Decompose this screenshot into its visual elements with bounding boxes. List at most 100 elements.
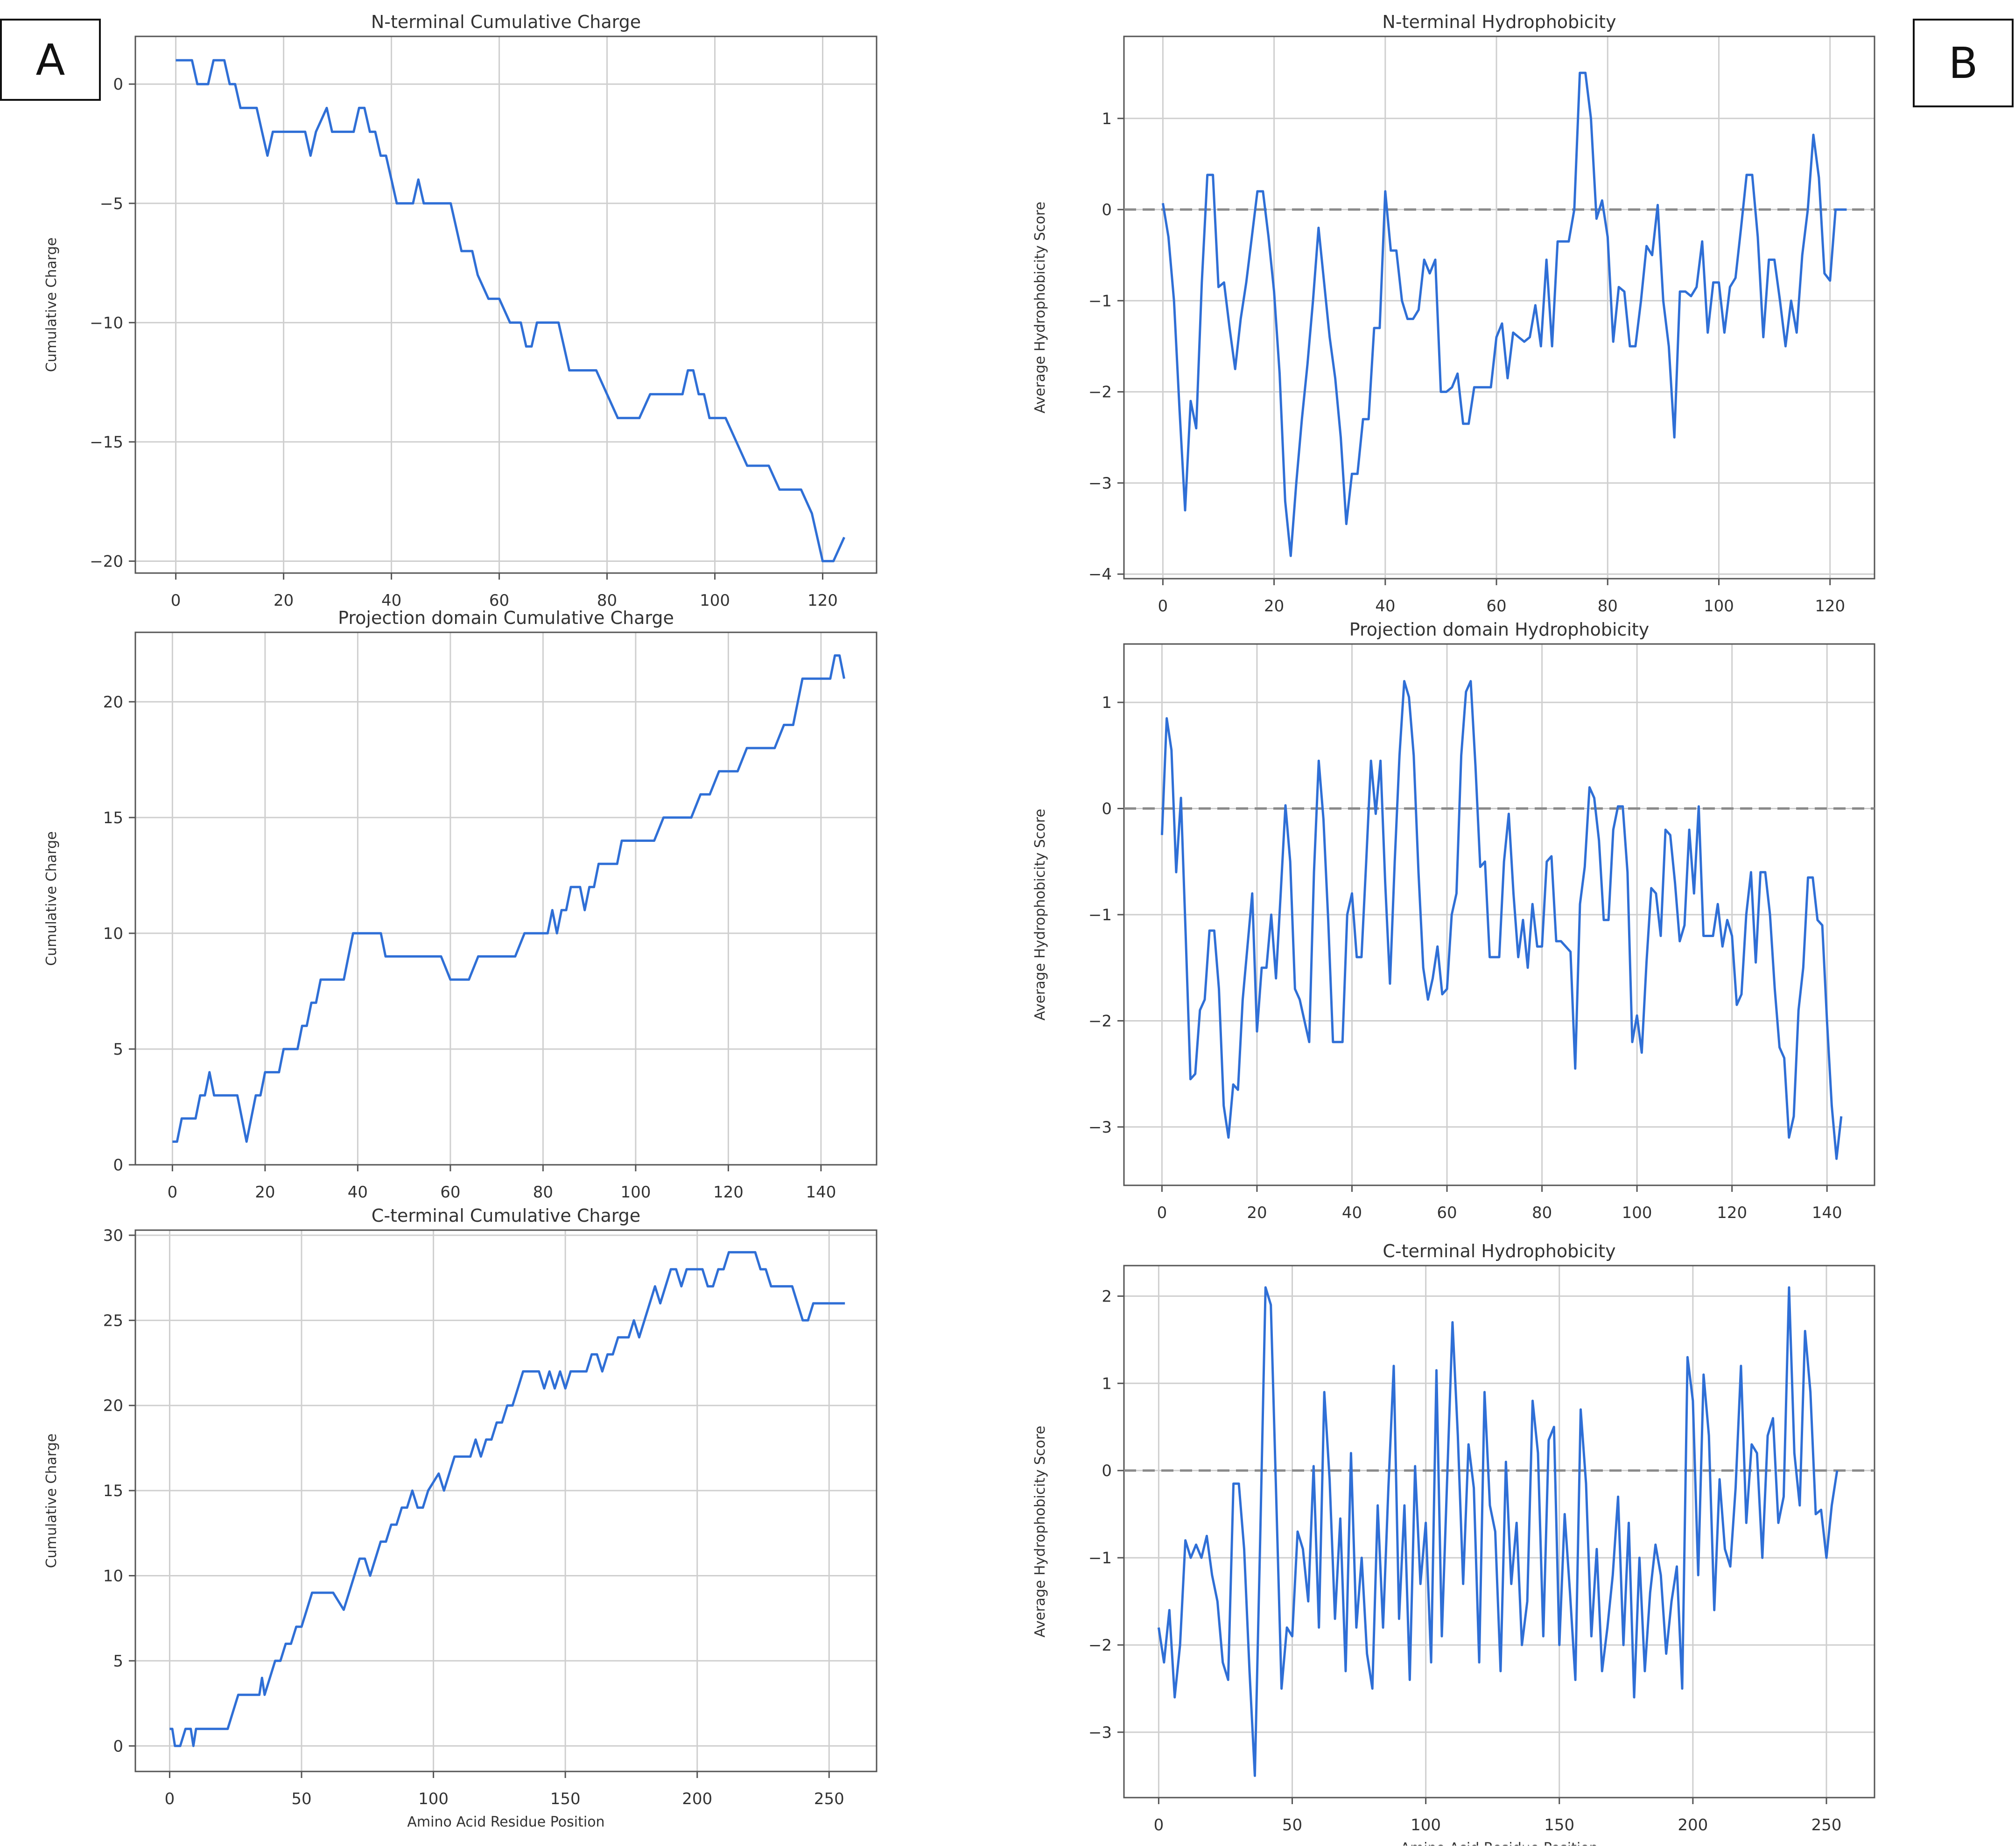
data-point: [326, 107, 327, 109]
data-point: [227, 1728, 228, 1729]
chart-title: N-terminal Cumulative Charge: [371, 12, 641, 32]
y-tick-label: 0: [113, 1156, 123, 1175]
data-point: [1355, 1627, 1357, 1628]
y-tick-label: −15: [90, 433, 123, 452]
data-point: [1393, 1365, 1394, 1366]
data-point: [621, 840, 623, 841]
data-point: [180, 1745, 181, 1747]
data-point: [181, 1118, 183, 1119]
data-point: [1249, 1671, 1250, 1672]
data-point: [1440, 391, 1441, 392]
data-point: [374, 131, 376, 133]
data-point: [1812, 877, 1813, 878]
data-point: [1424, 259, 1425, 260]
data-point: [1740, 1365, 1741, 1366]
data-point: [660, 1302, 661, 1304]
data-point: [1286, 1627, 1288, 1628]
data-point: [1631, 1041, 1633, 1043]
data-point: [1568, 241, 1569, 242]
data-point: [559, 1371, 561, 1372]
data-point: [269, 1677, 271, 1679]
data-point: [169, 1728, 170, 1729]
data-point: [1465, 691, 1467, 693]
data-point: [322, 1592, 323, 1593]
data-point: [441, 956, 442, 957]
data-point: [1254, 1775, 1256, 1777]
data-point: [1384, 882, 1386, 883]
y-tick-label: −1: [1088, 1549, 1112, 1568]
data-point: [1681, 1688, 1683, 1689]
x-tick-label: 250: [1811, 1816, 1842, 1834]
data-point: [364, 107, 365, 109]
data-point: [260, 1095, 261, 1096]
data-point: [1436, 1370, 1437, 1371]
data-point: [256, 107, 257, 109]
data-point: [1831, 1105, 1832, 1106]
data-point: [264, 1071, 266, 1073]
data-point: [1460, 755, 1462, 756]
data-point: [1640, 300, 1642, 301]
data-point: [1552, 346, 1553, 347]
data-point: [749, 1252, 751, 1253]
data-point: [1429, 273, 1431, 274]
data-point: [229, 84, 231, 85]
data-point: [1676, 1566, 1678, 1567]
data-point: [1431, 1662, 1432, 1663]
data-point: [1185, 1540, 1186, 1541]
data-point: [1639, 1557, 1640, 1559]
data-point: [512, 1405, 513, 1406]
data-point: [1174, 1697, 1175, 1698]
data-point: [1768, 259, 1769, 260]
data-point: [366, 932, 368, 934]
y-tick-label: −2: [1088, 383, 1112, 402]
x-tick-label: 20: [1264, 597, 1284, 616]
data-point: [1788, 1287, 1790, 1288]
y-tick-label: 0: [113, 1737, 123, 1756]
data-point: [1312, 300, 1313, 301]
data-point: [1783, 1496, 1784, 1498]
data-point: [681, 1286, 682, 1287]
data-point: [385, 956, 386, 957]
data-point: [606, 393, 608, 395]
data-point: [1425, 1522, 1426, 1524]
data-point: [1228, 1679, 1229, 1680]
data-point: [1629, 346, 1630, 347]
data-point: [1845, 0, 1846, 1]
data-point: [267, 155, 268, 156]
data-point: [1767, 1435, 1769, 1436]
data-point: [792, 1286, 793, 1287]
data-point: [839, 655, 840, 656]
data-point: [1689, 829, 1690, 831]
data-point: [1772, 1418, 1774, 1419]
x-tick-label: 140: [1812, 1204, 1842, 1222]
data-point: [1717, 903, 1719, 905]
data-point: [1679, 940, 1680, 942]
data-point: [1223, 1105, 1224, 1106]
data-point: [1559, 1644, 1560, 1645]
y-tick-label: −5: [100, 195, 123, 213]
chart-1: 0 20 40 60 80 100 120 0 −5 −10 −15 −20 N-terminal Cu…: [43, 12, 878, 610]
data-point: [583, 1371, 584, 1372]
data-point: [744, 1252, 745, 1253]
data-point: [1751, 1444, 1752, 1445]
y-tick-label: −2: [1088, 1636, 1112, 1655]
data-point: [1687, 1357, 1688, 1358]
data-point: [1831, 1505, 1832, 1506]
data-point: [1490, 386, 1492, 388]
y-tick-label: −3: [1088, 1723, 1112, 1742]
data-point: [352, 932, 354, 934]
data-point: [687, 370, 688, 371]
data-point: [288, 1048, 289, 1050]
panel-label-a: A: [0, 19, 101, 101]
data-point: [1414, 1465, 1416, 1467]
data-point: [274, 1071, 275, 1073]
data-point: [547, 322, 548, 323]
y-tick-label: 0: [1102, 800, 1112, 819]
data-point: [1451, 386, 1453, 388]
data-point: [1462, 423, 1464, 425]
data-point: [1584, 866, 1586, 868]
y-tick-label: 5: [113, 1652, 123, 1671]
data-point: [1810, 1391, 1811, 1393]
data-point: [1470, 680, 1471, 682]
data-point: [628, 417, 629, 419]
